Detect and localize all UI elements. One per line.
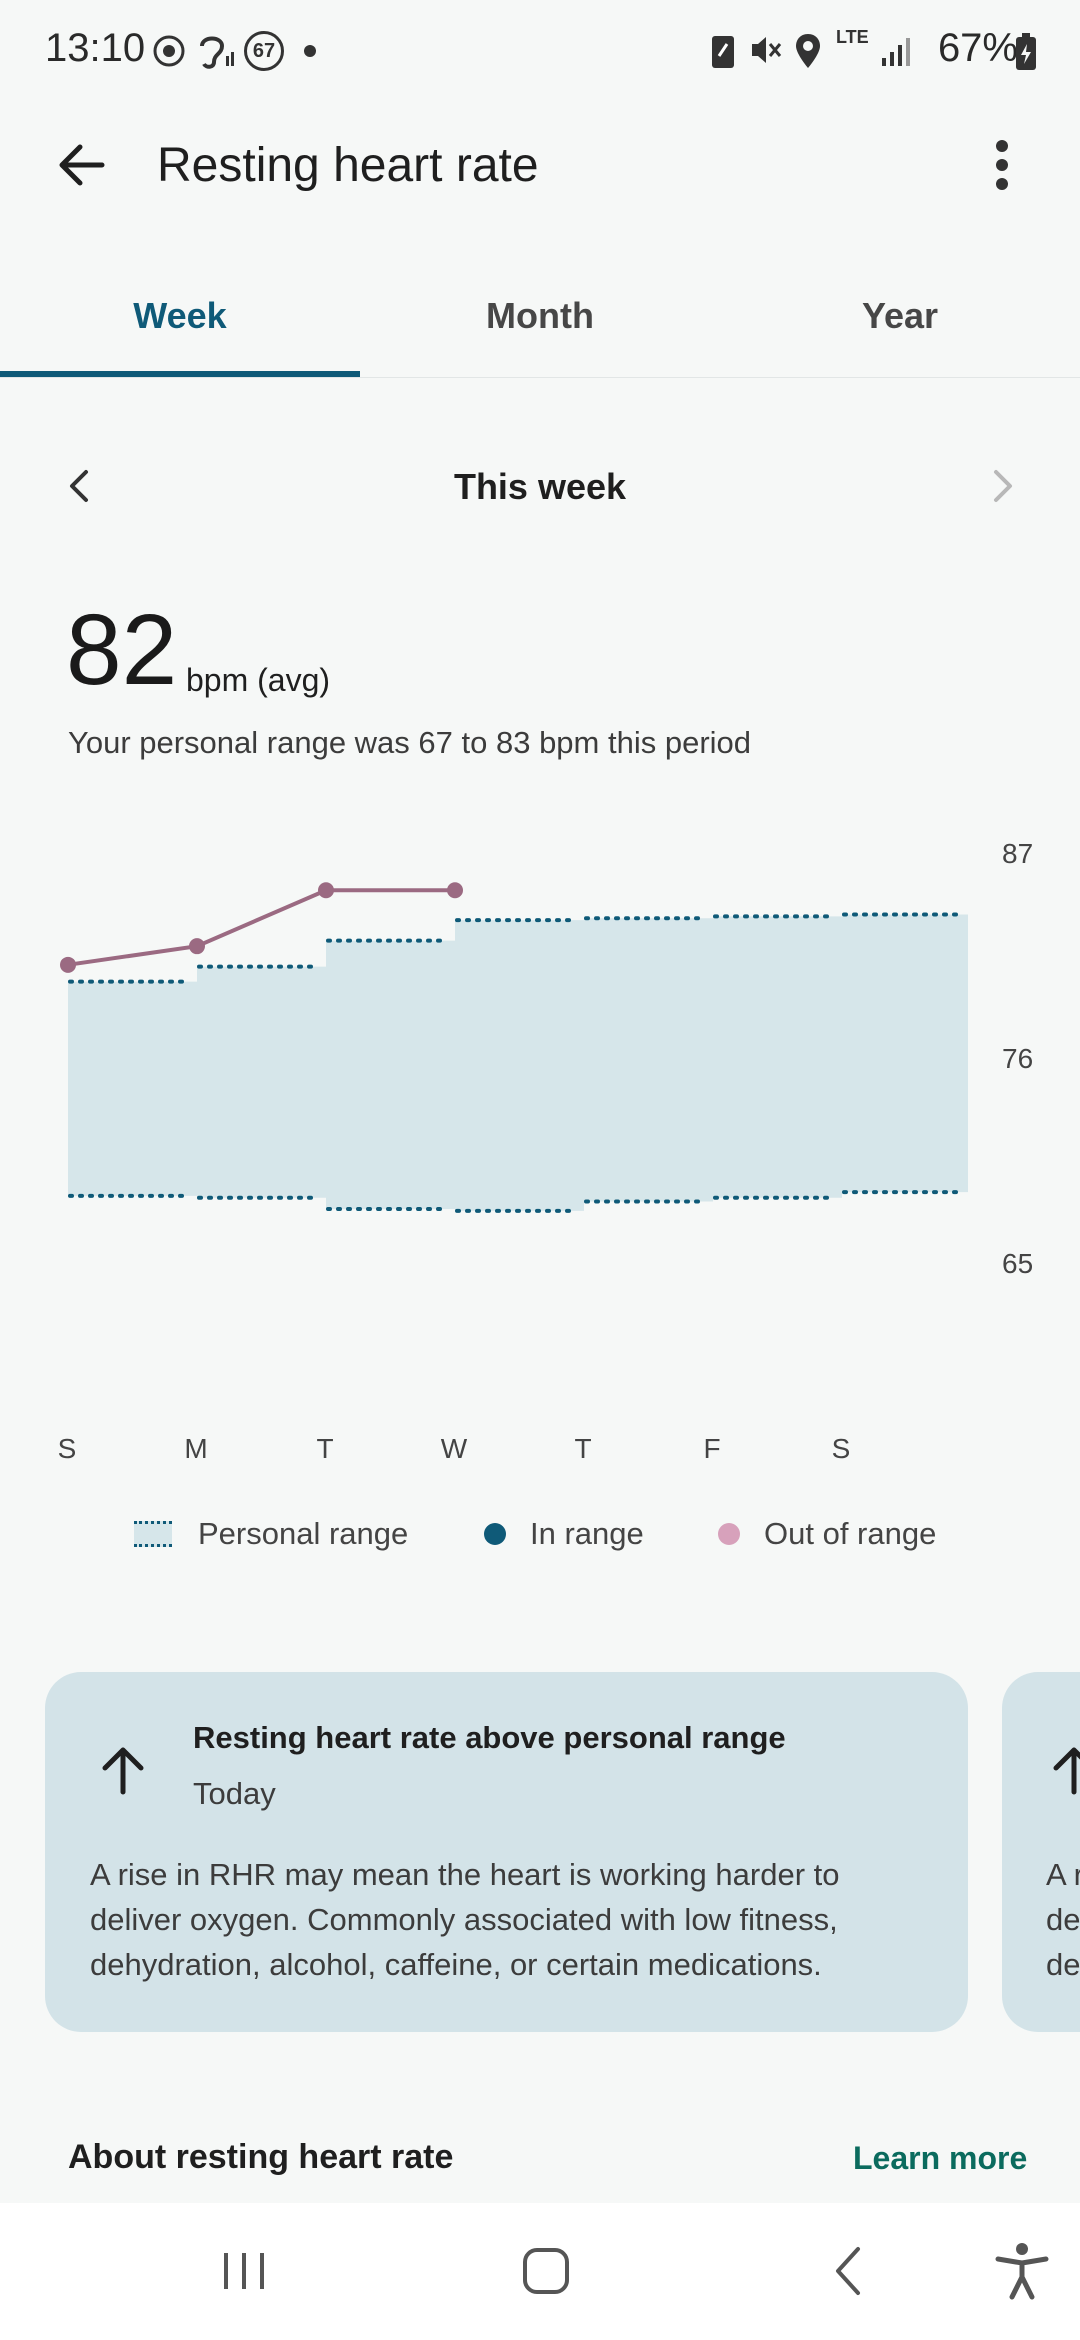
legend-label: Out of range — [764, 1516, 937, 1551]
y-tick-label: 76 — [1002, 1043, 1033, 1074]
period-label: This week — [453, 466, 627, 507]
location-icon — [796, 34, 820, 68]
out-of-range-dot-icon — [718, 1523, 740, 1545]
legend-out-of-range: Out of range — [718, 1516, 936, 1552]
lte-icon: LTE — [836, 27, 869, 47]
more-vert-icon[interactable] — [980, 135, 1024, 195]
average-value: 82 — [66, 594, 178, 706]
x-tick-label: W — [441, 1433, 468, 1464]
legend-label: In range — [530, 1516, 644, 1551]
about-title: About resting heart rate — [68, 2138, 454, 2176]
personal-range-band — [68, 914, 968, 1211]
x-tick-label: T — [574, 1433, 591, 1464]
tab-divider — [0, 377, 1080, 378]
battery-saver-icon — [712, 36, 734, 68]
learn-more-link[interactable]: Learn more — [853, 2140, 1028, 2176]
tab-year[interactable]: Year — [861, 295, 939, 336]
mute-icon — [752, 37, 782, 63]
chevron-right-icon[interactable] — [982, 466, 1022, 506]
y-tick-label: 87 — [1002, 838, 1033, 869]
recents-icon[interactable] — [212, 2239, 276, 2303]
system-nav-bar — [0, 2203, 1080, 2340]
x-tick-label: S — [832, 1433, 851, 1464]
personal-range-swatch-icon — [134, 1521, 172, 1547]
chevron-left-icon[interactable] — [60, 466, 100, 506]
status-bar: 13:10 67 LTE 67% — [0, 0, 1080, 100]
range-description: Your personal range was 67 to 83 bpm thi… — [68, 725, 752, 760]
rhr-series-line — [67, 888, 455, 967]
chart-legend: Personal range In range Out of range — [0, 1516, 1080, 1556]
notification-badge-icon: 67 — [244, 31, 284, 71]
signal-icon — [882, 38, 910, 66]
tab-month[interactable]: Month — [486, 295, 594, 336]
tab-week[interactable]: Week — [133, 295, 227, 336]
arrow-back-icon[interactable] — [52, 135, 112, 195]
legend-label: Personal range — [198, 1516, 409, 1551]
insight-card[interactable]: Resting heart rate above personal range … — [45, 1672, 968, 2032]
arrow-up-icon — [102, 1747, 144, 1795]
rhr-data-point — [189, 938, 205, 955]
page-title: Resting heart rate — [157, 139, 539, 192]
battery-icon — [1016, 33, 1036, 70]
rhr-data-point — [60, 956, 76, 973]
legend-personal-range: Personal range — [134, 1516, 408, 1552]
next-insight-card[interactable]: A r de de — [1002, 1672, 1080, 2032]
x-tick-label: S — [58, 1433, 77, 1464]
circle-dot-icon — [153, 35, 185, 67]
insight-title: Resting heart rate above personal range — [193, 1720, 786, 1755]
x-tick-label: F — [703, 1433, 720, 1464]
rhr-data-point — [447, 882, 463, 899]
y-tick-label: 65 — [1002, 1248, 1033, 1279]
status-time: 13:10 — [45, 26, 146, 70]
dot-icon — [304, 45, 316, 57]
x-tick-label: M — [184, 1433, 207, 1464]
rhr-data-point — [318, 882, 334, 899]
back-icon[interactable] — [818, 2239, 882, 2303]
legend-in-range: In range — [484, 1516, 644, 1552]
tab-indicator — [0, 371, 360, 377]
insight-body: A rise in RHR may mean the heart is work… — [90, 1857, 840, 1982]
battery-percent: 67% — [937, 26, 1018, 70]
x-tick-label: T — [316, 1433, 333, 1464]
hearing-icon — [200, 36, 234, 69]
home-icon[interactable] — [514, 2239, 578, 2303]
accessibility-icon[interactable] — [990, 2239, 1054, 2303]
next-insight-body: A r de de — [1046, 1857, 1080, 1982]
in-range-dot-icon — [484, 1523, 506, 1545]
rhr-chart: 87 76 65 S M T W T F S — [58, 838, 1034, 1464]
average-unit: bpm (avg) — [186, 662, 331, 698]
insight-date: Today — [193, 1776, 276, 1811]
arrow-up-icon — [1053, 1747, 1080, 1795]
